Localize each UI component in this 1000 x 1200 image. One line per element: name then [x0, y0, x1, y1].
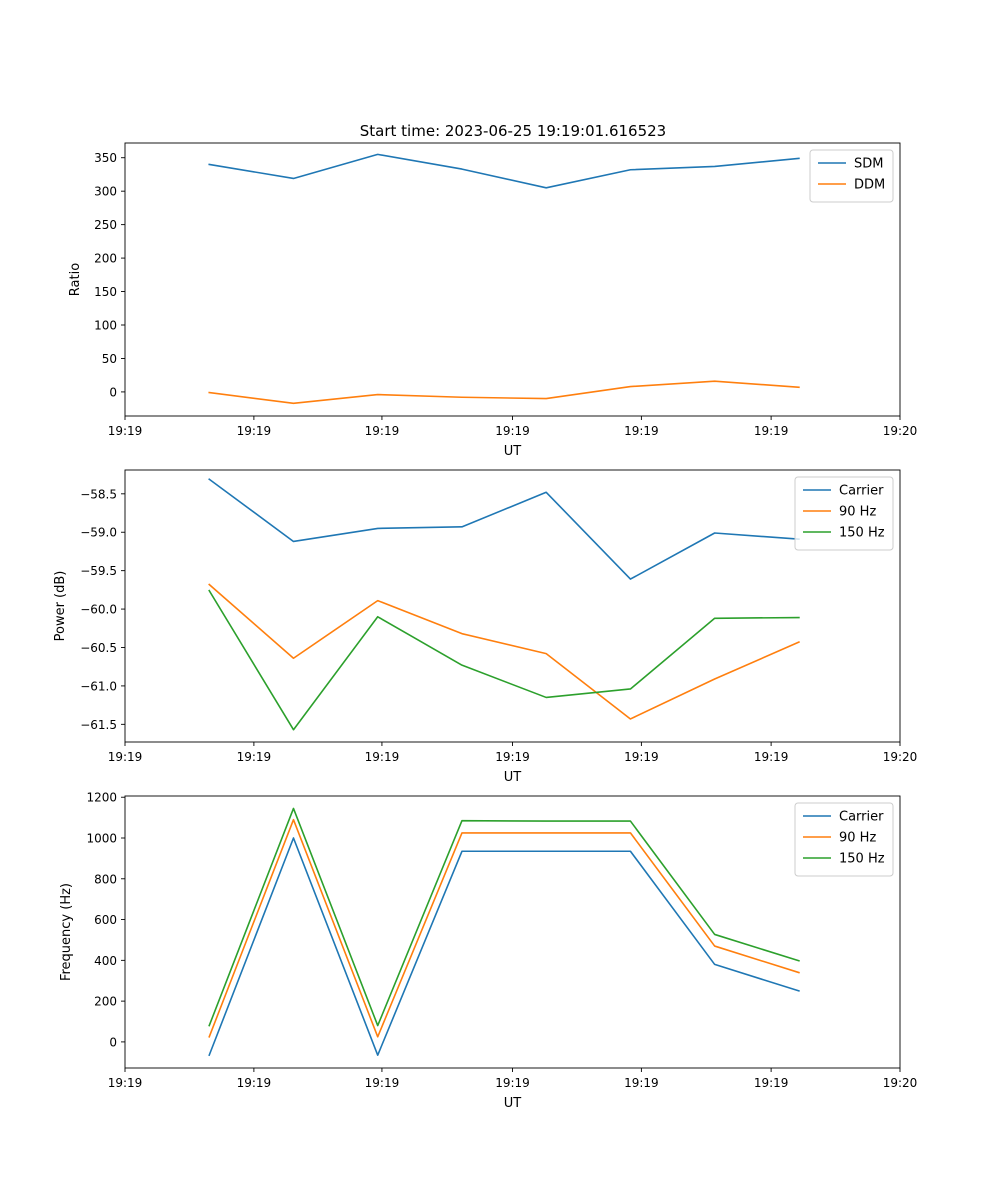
ratio-x-tick-label: 19:19: [495, 424, 530, 438]
frequency-y-tick-label: 200: [94, 995, 117, 1009]
power-y-tick-label: −58.5: [80, 487, 117, 501]
ratio-y-tick-label: 200: [94, 252, 117, 266]
frequency-legend-label-carrier: Carrier: [839, 810, 884, 825]
ratio-x-tick-label: 19:19: [108, 424, 143, 438]
ratio-x-tick-label: 19:19: [365, 424, 400, 438]
frequency-plot-frame: [124, 795, 901, 1069]
power-legend-label-90-hz: 90 Hz: [839, 505, 876, 520]
ratio-y-tick-label: 300: [94, 185, 117, 199]
frequency-x-tick-label: 19:19: [237, 1076, 272, 1090]
power-y-tick-label: −59.5: [80, 564, 117, 578]
frequency-y-tick-label: 0: [109, 1035, 117, 1049]
frequency-series-90-hz-line: [208, 818, 800, 1038]
power-legend-label-carrier: Carrier: [839, 484, 884, 499]
ratio-x-tick-label: 19:19: [754, 424, 789, 438]
power-x-tick-label: 19:19: [108, 750, 143, 764]
ratio-x-tick-label: 19:19: [624, 424, 659, 438]
power-series-90-hz-line: [208, 583, 800, 720]
frequency-y-tick-label: 1200: [86, 791, 117, 805]
power-y-tick-label: −60.0: [80, 603, 117, 617]
power-x-tick-label: 19:19: [237, 750, 272, 764]
frequency-x-tick-label: 19:19: [365, 1076, 400, 1090]
frequency-series-carrier-line: [208, 837, 800, 1057]
ratio-y-tick-label: 0: [109, 385, 117, 399]
frequency-x-tick-label: 19:19: [495, 1076, 530, 1090]
ratio-y-tick-label: 350: [94, 151, 117, 165]
ratio-legend-label-ddm: DDM: [854, 178, 885, 193]
power-x-tick-label: 19:19: [754, 750, 789, 764]
power-y-axis-label: Power (dB): [53, 571, 68, 642]
power-y-tick-label: −61.0: [80, 679, 117, 693]
ratio-y-tick-label: 50: [102, 352, 117, 366]
power-series-carrier-line: [208, 478, 800, 580]
power-y-tick-label: −60.5: [80, 641, 117, 655]
ratio-legend-label-sdm: SDM: [854, 157, 883, 172]
ratio-chart: 19:19 19:19 19:19 19:19 19:19 19:19 19:20 0 50 10…: [68, 142, 918, 459]
power-y-tick-label: −59.0: [80, 526, 117, 540]
frequency-legend-label-90-hz: 90 Hz: [839, 831, 876, 846]
frequency-x-axis-label: UT: [504, 1096, 522, 1111]
ratio-series-ddm-line: [208, 380, 800, 405]
frequency-x-tick-label: 19:20: [883, 1076, 918, 1090]
frequency-chart: 19:19 19:19 19:19 19:19 19:19 19:19 19:20 0 200 4…: [59, 791, 917, 1111]
frequency-x-tick-label: 19:19: [624, 1076, 659, 1090]
power-x-tick-label: 19:19: [495, 750, 530, 764]
ratio-x-tick-label: 19:19: [237, 424, 272, 438]
frequency-y-tick-label: 600: [94, 913, 117, 927]
ratio-x-tick-label: 19:20: [883, 424, 918, 438]
figure-title: Start time: 2023-06-25 19:19:01.616523: [360, 122, 666, 140]
power-x-axis-label: UT: [504, 770, 522, 785]
power-y-tick-label: −61.5: [80, 718, 117, 732]
power-chart: 19:19 19:19 19:19 19:19 19:19 19:19 19:20 −61.5…: [53, 469, 918, 785]
ratio-y-tick-label: 250: [94, 218, 117, 232]
power-x-tick-label: 19:20: [883, 750, 918, 764]
frequency-x-tick-label: 19:19: [754, 1076, 789, 1090]
frequency-y-tick-label: 400: [94, 954, 117, 968]
power-legend-label-150-hz: 150 Hz: [839, 526, 885, 541]
ratio-y-axis-label: Ratio: [68, 263, 83, 296]
power-x-tick-label: 19:19: [624, 750, 659, 764]
frequency-legend-label-150-hz: 150 Hz: [839, 852, 885, 867]
frequency-y-tick-label: 1000: [86, 832, 117, 846]
power-x-tick-label: 19:19: [365, 750, 400, 764]
frequency-x-tick-label: 19:19: [108, 1076, 143, 1090]
ratio-y-tick-label: 150: [94, 285, 117, 299]
frequency-series-150-hz-line: [208, 807, 800, 1027]
power-series-150-hz-line: [208, 589, 800, 731]
frequency-y-tick-label: 800: [94, 872, 117, 886]
ratio-plot-frame: [124, 142, 901, 417]
frequency-y-axis-label: Frequency (Hz): [59, 883, 74, 981]
power-plot-frame: [124, 469, 901, 743]
ratio-x-axis-label: UT: [504, 444, 522, 459]
ratio-series-sdm-line: [208, 153, 800, 189]
ratio-y-tick-label: 100: [94, 319, 117, 333]
